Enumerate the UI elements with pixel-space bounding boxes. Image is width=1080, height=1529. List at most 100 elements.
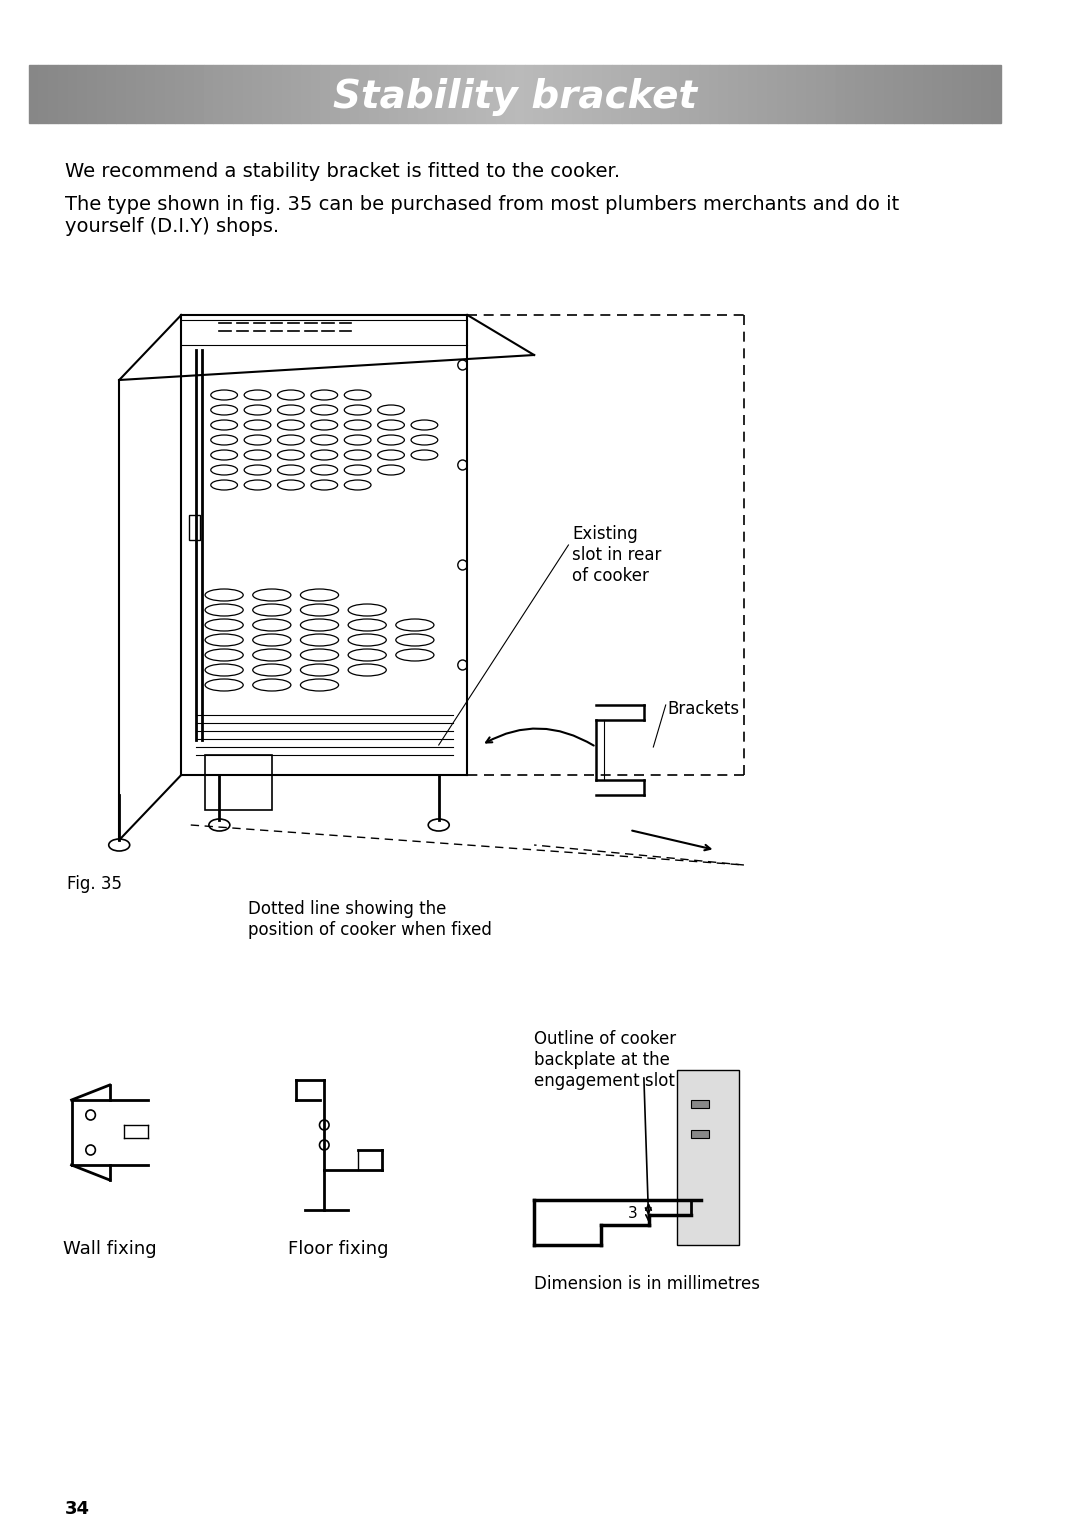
Bar: [496, 66, 505, 122]
Bar: [826, 66, 836, 122]
Bar: [476, 66, 486, 122]
Bar: [564, 66, 573, 122]
Text: Outline of cooker
backplate at the
engagement slot: Outline of cooker backplate at the engag…: [535, 1031, 676, 1090]
Bar: [642, 66, 651, 122]
Bar: [350, 66, 360, 122]
Bar: [136, 66, 146, 122]
Bar: [972, 66, 982, 122]
Text: 34: 34: [65, 1500, 90, 1518]
Text: Dimension is in millimetres: Dimension is in millimetres: [535, 1275, 760, 1294]
Bar: [97, 66, 107, 122]
Bar: [437, 66, 447, 122]
Bar: [292, 66, 301, 122]
Bar: [953, 66, 962, 122]
Bar: [691, 1130, 708, 1138]
Bar: [107, 66, 117, 122]
Bar: [486, 66, 496, 122]
Bar: [690, 66, 700, 122]
Bar: [603, 66, 612, 122]
Text: Stability bracket: Stability bracket: [333, 78, 697, 116]
Bar: [214, 66, 224, 122]
Bar: [525, 66, 535, 122]
Bar: [253, 66, 262, 122]
Text: Fig. 35: Fig. 35: [67, 875, 122, 893]
Bar: [418, 66, 428, 122]
Bar: [758, 66, 768, 122]
Bar: [943, 66, 953, 122]
Bar: [855, 66, 865, 122]
Bar: [593, 66, 603, 122]
Bar: [904, 66, 914, 122]
Bar: [661, 66, 671, 122]
Bar: [205, 755, 272, 810]
Bar: [78, 66, 87, 122]
Text: Wall fixing: Wall fixing: [63, 1240, 157, 1258]
Bar: [632, 66, 642, 122]
Bar: [262, 66, 272, 122]
Bar: [691, 1099, 708, 1109]
Bar: [126, 66, 136, 122]
Bar: [146, 66, 156, 122]
Text: The type shown in fig. 35 can be purchased from most plumbers merchants and do i: The type shown in fig. 35 can be purchas…: [65, 196, 900, 235]
Text: Dotted line showing the
position of cooker when fixed: Dotted line showing the position of cook…: [248, 901, 491, 939]
Bar: [544, 66, 554, 122]
Bar: [49, 66, 58, 122]
Bar: [340, 66, 350, 122]
Bar: [408, 66, 418, 122]
Bar: [467, 66, 476, 122]
Bar: [330, 66, 340, 122]
Bar: [923, 66, 933, 122]
Bar: [719, 66, 729, 122]
Bar: [379, 66, 389, 122]
Bar: [710, 66, 719, 122]
Bar: [875, 66, 885, 122]
Text: 3: 3: [627, 1205, 637, 1220]
Bar: [301, 66, 311, 122]
Bar: [778, 66, 787, 122]
Text: Existing
slot in rear
of cooker: Existing slot in rear of cooker: [572, 524, 662, 584]
Bar: [671, 66, 680, 122]
Bar: [914, 66, 923, 122]
Bar: [885, 66, 894, 122]
Bar: [612, 66, 622, 122]
Bar: [428, 66, 437, 122]
Bar: [651, 66, 661, 122]
Bar: [700, 66, 710, 122]
Bar: [321, 66, 330, 122]
Bar: [165, 66, 175, 122]
Bar: [680, 66, 690, 122]
Bar: [505, 66, 515, 122]
Bar: [369, 66, 379, 122]
Bar: [962, 66, 972, 122]
Bar: [243, 66, 253, 122]
Bar: [865, 66, 875, 122]
Bar: [554, 66, 564, 122]
Bar: [991, 66, 1001, 122]
Bar: [797, 66, 807, 122]
Bar: [515, 66, 525, 122]
Bar: [457, 66, 467, 122]
Bar: [389, 66, 399, 122]
Bar: [739, 66, 748, 122]
Bar: [360, 66, 369, 122]
Bar: [194, 66, 204, 122]
Text: Floor fixing: Floor fixing: [288, 1240, 389, 1258]
Bar: [233, 66, 243, 122]
Bar: [224, 66, 233, 122]
Bar: [535, 66, 544, 122]
Bar: [204, 66, 214, 122]
Bar: [982, 66, 991, 122]
Bar: [573, 66, 583, 122]
Bar: [189, 515, 200, 540]
Bar: [39, 66, 49, 122]
Bar: [583, 66, 593, 122]
Bar: [282, 66, 292, 122]
Bar: [836, 66, 846, 122]
Bar: [816, 66, 826, 122]
Text: Brackets: Brackets: [667, 700, 740, 719]
Bar: [399, 66, 408, 122]
Bar: [787, 66, 797, 122]
Bar: [272, 66, 282, 122]
Bar: [933, 66, 943, 122]
Bar: [68, 66, 78, 122]
